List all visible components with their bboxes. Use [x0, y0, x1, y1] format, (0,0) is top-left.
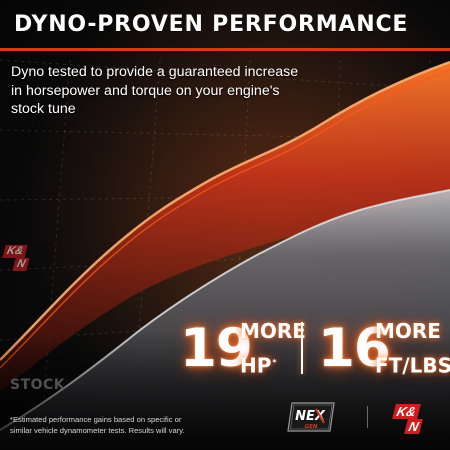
grid-line: [0, 129, 450, 141]
stock-curve-label: STOCK: [10, 377, 66, 393]
kn-brand-logo-top: K&: [392, 404, 421, 419]
torque-unit-label: FT/LBS*: [375, 352, 450, 377]
nexgen-logo-sub: GEN: [305, 424, 318, 430]
nexgen-logo: NEX GEN: [287, 402, 335, 432]
kn-logo-top: K&: [2, 245, 28, 258]
bottom-shade: [0, 330, 450, 450]
performance-curve-edge: [0, 60, 450, 361]
grid-line: [229, 59, 251, 450]
kn-logo-bottom: N: [12, 258, 30, 271]
torque-gain-value: 16: [318, 318, 391, 379]
grid-line: [0, 59, 450, 91]
headline-underline: [0, 48, 450, 51]
headline: DYNO-PROVEN PERFORMANCE: [14, 12, 409, 37]
stats-divider: [301, 322, 303, 374]
grid-line: [129, 59, 161, 450]
hp-footnote-mark: *: [272, 358, 277, 367]
torque-more-label: MORE: [375, 319, 441, 343]
performance-curve-edge-inner: [0, 69, 450, 369]
subheading: Dyno tested to provide a guaranteed incr…: [11, 64, 299, 117]
disclaimer-text: *Estimated performance gains based on sp…: [10, 415, 185, 435]
grid-line: [39, 59, 71, 450]
grid-line: [0, 249, 450, 271]
kn-watermark-logo: K& N: [2, 245, 30, 271]
kn-brand-logo-bottom: N: [404, 419, 424, 434]
footer-divider: [367, 406, 368, 428]
performance-curve-band: [0, 62, 450, 392]
hp-unit-label: HP*: [240, 352, 277, 377]
hp-unit-text: HP: [240, 353, 272, 378]
hp-gain-value: 19: [180, 318, 253, 379]
kn-brand-logo: K& N: [392, 404, 424, 434]
hp-more-label: MORE: [240, 319, 306, 343]
torque-unit-text: FT/LBS: [375, 353, 450, 378]
performance-stats: 19 MORE HP* 16 MORE FT/LBS*: [180, 318, 450, 380]
